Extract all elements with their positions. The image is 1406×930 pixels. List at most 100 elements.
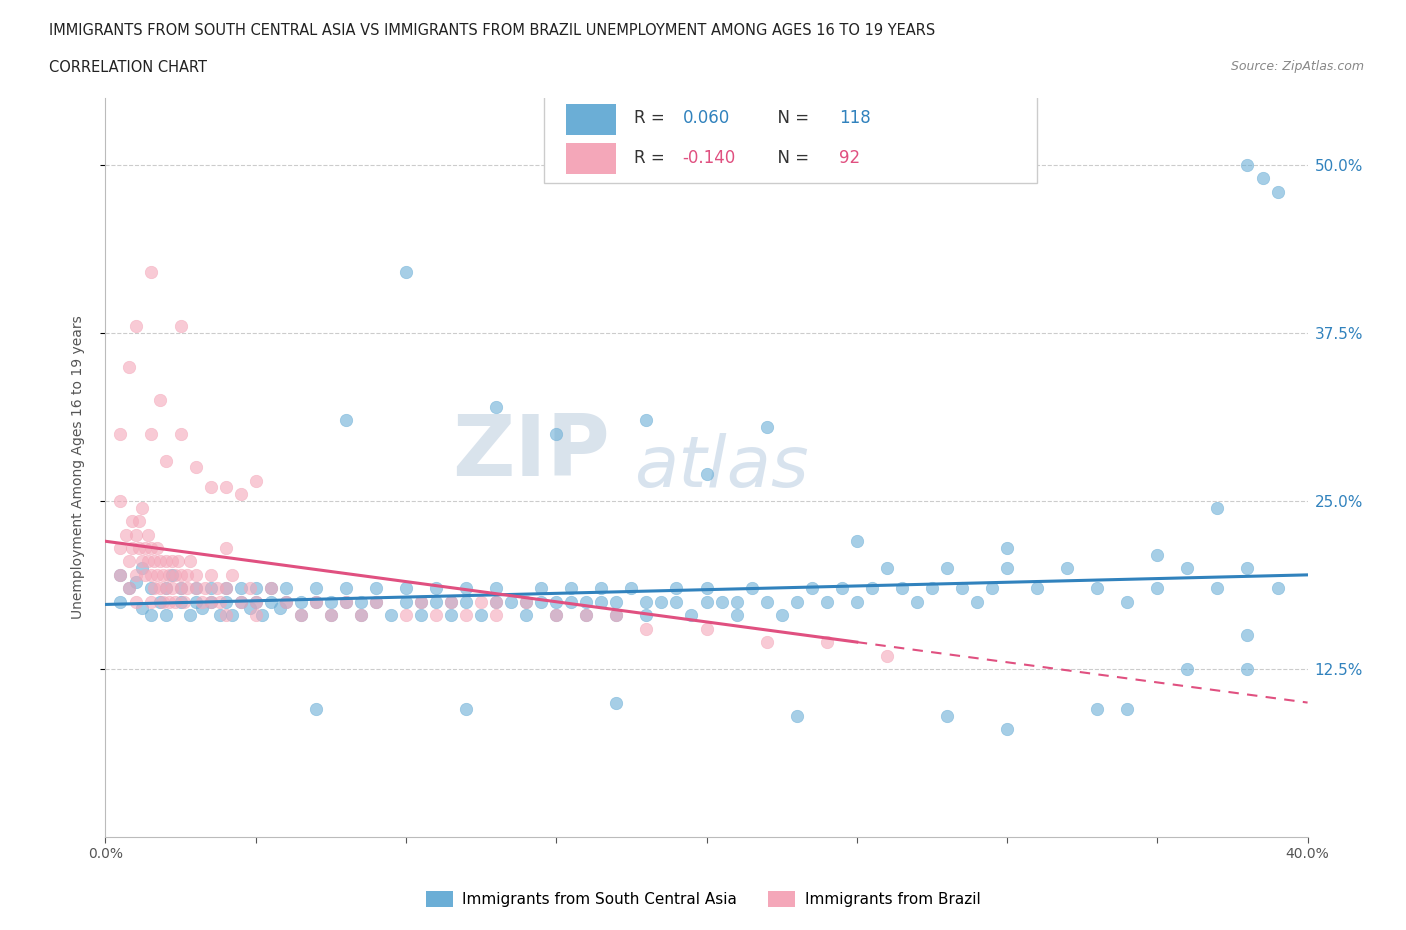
Point bbox=[665, 581, 688, 596]
Point bbox=[121, 540, 143, 555]
Point bbox=[1236, 661, 1258, 676]
Point bbox=[815, 594, 838, 609]
Point bbox=[200, 581, 222, 596]
Point bbox=[118, 359, 141, 374]
Point bbox=[131, 554, 153, 569]
Text: ZIP: ZIP bbox=[453, 411, 610, 494]
Point bbox=[169, 581, 191, 596]
Point bbox=[815, 634, 838, 649]
Point bbox=[800, 581, 823, 596]
Point bbox=[155, 453, 177, 468]
Point bbox=[274, 581, 297, 596]
Point bbox=[515, 594, 537, 609]
Point bbox=[124, 319, 146, 334]
Point bbox=[245, 608, 267, 623]
Point bbox=[755, 634, 778, 649]
Point bbox=[440, 608, 463, 623]
FancyBboxPatch shape bbox=[544, 94, 1038, 182]
Point bbox=[221, 567, 243, 582]
Point bbox=[1116, 702, 1139, 717]
Point bbox=[936, 709, 959, 724]
FancyBboxPatch shape bbox=[565, 142, 616, 174]
Point bbox=[1206, 581, 1229, 596]
Point bbox=[169, 319, 191, 334]
Point bbox=[184, 581, 207, 596]
Point bbox=[200, 594, 222, 609]
Point bbox=[335, 594, 357, 609]
Point bbox=[131, 500, 153, 515]
Point bbox=[636, 413, 658, 428]
Point bbox=[269, 601, 291, 616]
Point bbox=[350, 608, 373, 623]
Point bbox=[145, 540, 167, 555]
Point bbox=[148, 594, 170, 609]
Point bbox=[163, 594, 186, 609]
Point bbox=[124, 527, 146, 542]
Point bbox=[409, 608, 432, 623]
FancyBboxPatch shape bbox=[565, 103, 616, 135]
Point bbox=[214, 581, 236, 596]
Point bbox=[260, 581, 283, 596]
Point bbox=[134, 540, 156, 555]
Point bbox=[128, 540, 150, 555]
Point bbox=[485, 608, 508, 623]
Point bbox=[335, 594, 357, 609]
Point bbox=[110, 567, 132, 582]
Point bbox=[546, 426, 568, 441]
Point bbox=[179, 608, 201, 623]
Point bbox=[650, 594, 672, 609]
Point bbox=[845, 534, 868, 549]
Point bbox=[305, 594, 328, 609]
Point bbox=[710, 594, 733, 609]
Point bbox=[485, 594, 508, 609]
Point bbox=[214, 581, 236, 596]
Point bbox=[184, 567, 207, 582]
Point bbox=[921, 581, 943, 596]
Point bbox=[200, 480, 222, 495]
Point bbox=[335, 581, 357, 596]
Point bbox=[454, 608, 477, 623]
Point bbox=[148, 392, 170, 407]
Point bbox=[157, 567, 180, 582]
Point bbox=[890, 581, 912, 596]
Point bbox=[1175, 661, 1198, 676]
Point bbox=[169, 567, 191, 582]
Text: IMMIGRANTS FROM SOUTH CENTRAL ASIA VS IMMIGRANTS FROM BRAZIL UNEMPLOYMENT AMONG : IMMIGRANTS FROM SOUTH CENTRAL ASIA VS IM… bbox=[49, 23, 935, 38]
Point bbox=[139, 608, 162, 623]
Point bbox=[214, 480, 236, 495]
Point bbox=[136, 554, 159, 569]
Point bbox=[305, 594, 328, 609]
Text: R =: R = bbox=[634, 110, 671, 127]
Point bbox=[319, 608, 342, 623]
Point bbox=[546, 608, 568, 623]
Point bbox=[136, 527, 159, 542]
Point bbox=[605, 695, 627, 710]
Point bbox=[425, 608, 447, 623]
Point bbox=[139, 265, 162, 280]
Point bbox=[166, 554, 188, 569]
Point bbox=[157, 594, 180, 609]
Point bbox=[485, 399, 508, 414]
Point bbox=[194, 581, 217, 596]
Point bbox=[152, 567, 174, 582]
Point bbox=[152, 594, 174, 609]
Point bbox=[260, 581, 283, 596]
Point bbox=[755, 594, 778, 609]
Point bbox=[1236, 561, 1258, 576]
Point bbox=[176, 581, 198, 596]
Point bbox=[530, 581, 553, 596]
Point bbox=[741, 581, 763, 596]
Point bbox=[221, 608, 243, 623]
Point bbox=[155, 554, 177, 569]
Point bbox=[440, 594, 463, 609]
Point bbox=[560, 581, 582, 596]
Point bbox=[335, 413, 357, 428]
Point bbox=[995, 722, 1018, 737]
Text: CORRELATION CHART: CORRELATION CHART bbox=[49, 60, 207, 75]
Point bbox=[155, 608, 177, 623]
Point bbox=[131, 561, 153, 576]
Point bbox=[274, 594, 297, 609]
Point bbox=[440, 594, 463, 609]
Point bbox=[245, 594, 267, 609]
Point bbox=[319, 594, 342, 609]
